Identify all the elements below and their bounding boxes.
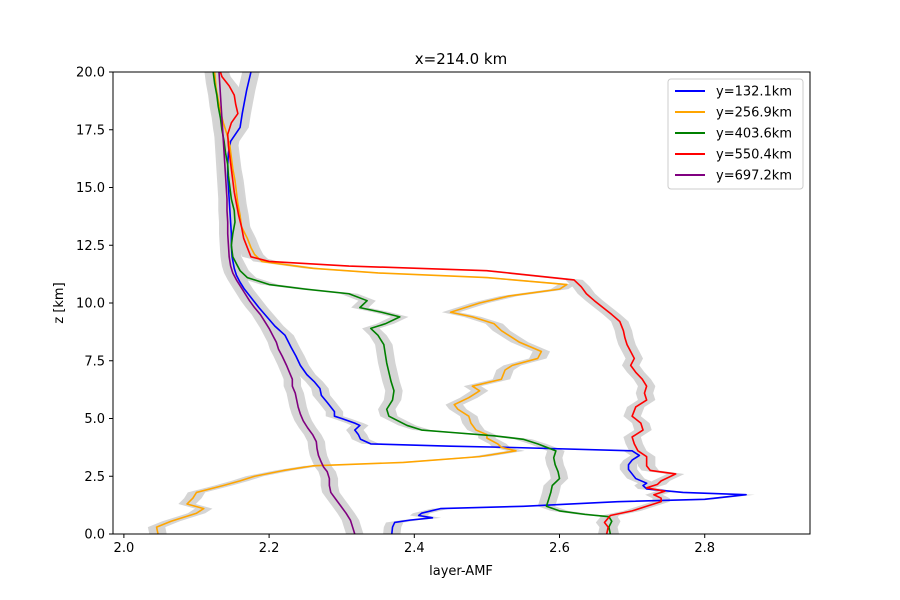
band-series-4 [211, 72, 685, 534]
legend: y=132.1km y=256.9km y=403.6km y=550.4km y=69… [667, 78, 804, 190]
band-series-5 [210, 72, 364, 534]
y-tick-label: 0.0 [84, 528, 105, 543]
line-series-1 [226, 72, 747, 534]
band-series-2 [147, 72, 576, 534]
line-series-4 [219, 72, 677, 534]
y-tick-label: 15.0 [76, 181, 105, 196]
y-tick-label: 7.5 [84, 354, 105, 369]
x-tick-label: 2.2 [259, 541, 280, 556]
legend-label: y=697.2km [716, 169, 792, 184]
y-tick-label: 5.0 [84, 412, 105, 427]
y-tick-label: 12.5 [76, 239, 105, 254]
x-tick-label: 2.0 [114, 541, 135, 556]
line-series-3 [212, 72, 613, 534]
y-tick-label: 17.5 [76, 123, 105, 138]
line-series-2 [155, 72, 568, 534]
legend-label: y=403.6km [716, 127, 792, 142]
uncertainty-bands [147, 72, 755, 534]
y-tick-label: 2.5 [84, 470, 105, 485]
chart-title: x=214.0 km [415, 50, 507, 68]
line-series-5 [218, 72, 356, 534]
y-axis-label: z [km] [52, 282, 67, 323]
series-lines [155, 72, 747, 534]
legend-label: y=132.1km [716, 85, 792, 100]
legend-label: y=550.4km [716, 148, 792, 163]
x-axis: 2.0 2.2 2.4 2.6 2.8 [114, 534, 715, 556]
x-tick-label: 2.6 [549, 541, 570, 556]
legend-label: y=256.9km [716, 106, 792, 121]
x-tick-label: 2.8 [694, 541, 715, 556]
y-tick-label: 20.0 [76, 66, 105, 81]
x-tick-label: 2.4 [404, 541, 425, 556]
y-tick-label: 10.0 [76, 297, 105, 312]
legend-frame [667, 78, 804, 190]
y-axis: 0.0 2.5 5.0 7.5 10.0 12.5 15.0 17.5 20.0 [76, 66, 113, 543]
x-axis-label: layer-AMF [429, 564, 493, 579]
